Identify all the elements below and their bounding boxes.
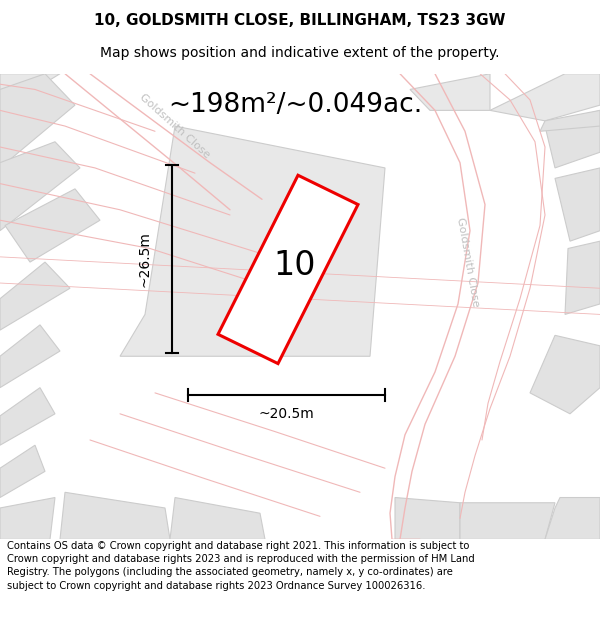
Polygon shape [545,111,600,168]
Polygon shape [460,503,555,539]
Polygon shape [545,498,600,539]
Text: Map shows position and indicative extent of the property.: Map shows position and indicative extent… [100,46,500,60]
Polygon shape [410,74,490,111]
Polygon shape [60,492,170,539]
Text: ~26.5m: ~26.5m [138,231,152,287]
Polygon shape [0,388,55,445]
Polygon shape [5,189,100,262]
Polygon shape [0,74,60,111]
Polygon shape [540,111,600,131]
Polygon shape [218,175,358,364]
Text: ~20.5m: ~20.5m [259,407,314,421]
Polygon shape [0,498,55,539]
Text: ~198m²/~0.049ac.: ~198m²/~0.049ac. [168,92,422,118]
Text: Goldsmith Close: Goldsmith Close [455,217,481,308]
Text: Contains OS data © Crown copyright and database right 2021. This information is : Contains OS data © Crown copyright and d… [7,541,475,591]
Text: 10: 10 [274,249,316,282]
Polygon shape [530,336,600,414]
Polygon shape [0,325,60,388]
Text: Goldsmith Close: Goldsmith Close [138,92,212,160]
Text: 10, GOLDSMITH CLOSE, BILLINGHAM, TS23 3GW: 10, GOLDSMITH CLOSE, BILLINGHAM, TS23 3G… [94,13,506,28]
Polygon shape [0,74,75,168]
Polygon shape [0,445,45,498]
Polygon shape [170,498,265,539]
Polygon shape [0,142,80,231]
Polygon shape [395,498,460,539]
Polygon shape [120,126,385,356]
Polygon shape [565,241,600,314]
Polygon shape [0,262,70,330]
Polygon shape [555,168,600,241]
Polygon shape [490,74,600,121]
